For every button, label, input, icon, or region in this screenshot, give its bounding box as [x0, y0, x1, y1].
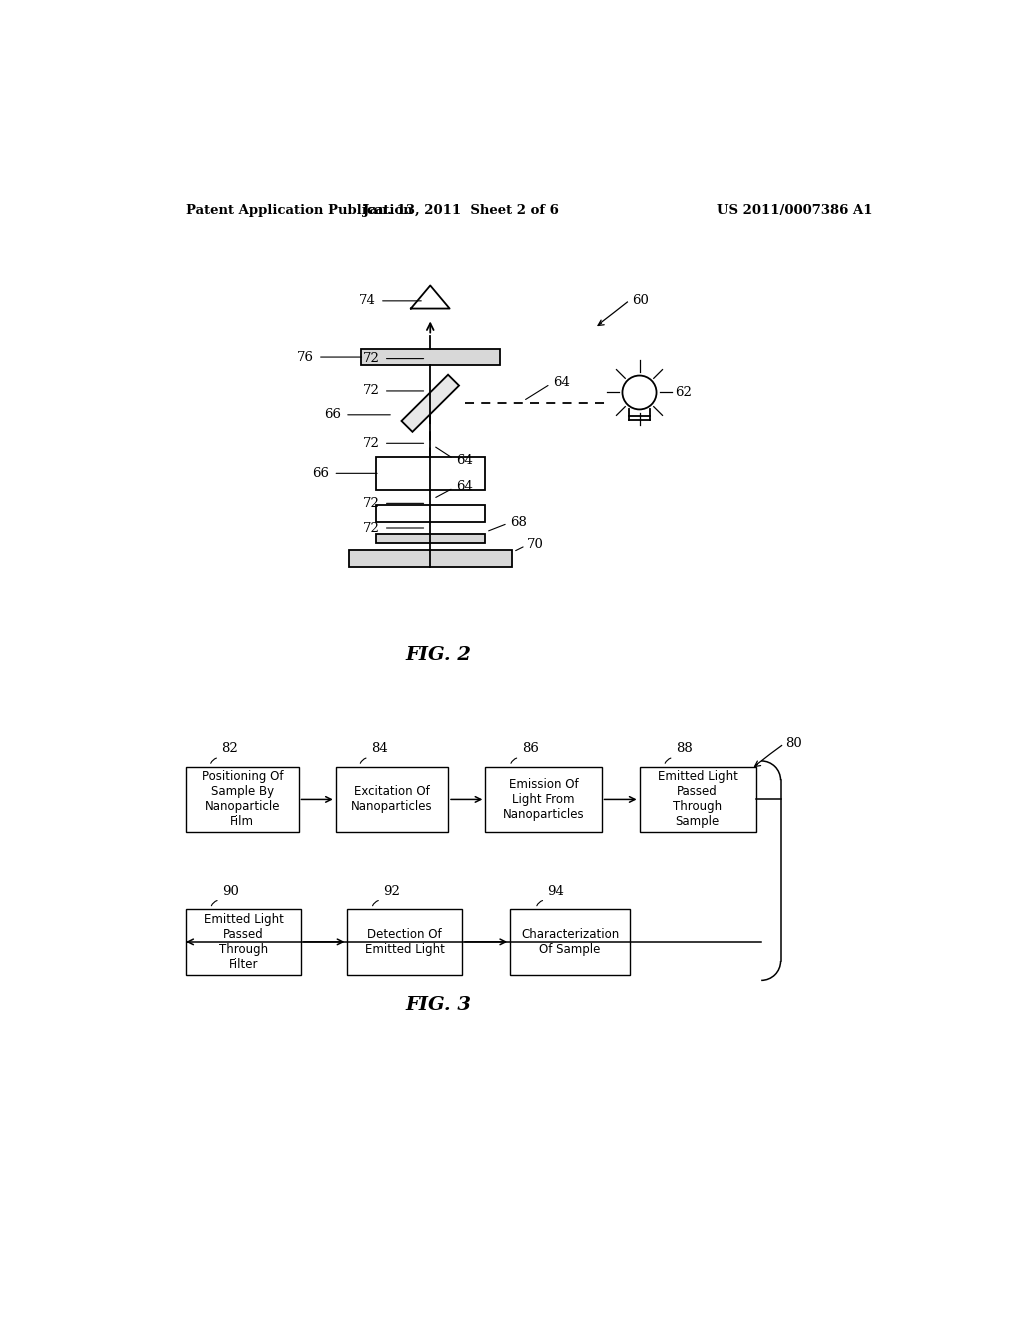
Bar	[336, 767, 449, 832]
Bar	[376, 506, 484, 521]
Text: 72: 72	[362, 352, 380, 366]
Text: Emission Of
Light From
Nanoparticles: Emission Of Light From Nanoparticles	[503, 777, 585, 821]
Circle shape	[623, 375, 656, 409]
Bar	[347, 909, 462, 974]
Text: 94: 94	[548, 884, 564, 898]
Text: 66: 66	[312, 467, 330, 480]
Text: 86: 86	[521, 742, 539, 755]
Text: Detection Of
Emitted Light: Detection Of Emitted Light	[365, 928, 444, 956]
Bar	[186, 909, 301, 974]
Text: Characterization
Of Sample: Characterization Of Sample	[521, 928, 620, 956]
Text: 64: 64	[456, 454, 473, 467]
Text: US 2011/0007386 A1: US 2011/0007386 A1	[717, 205, 872, 218]
Text: Emitted Light
Passed
Through
Filter: Emitted Light Passed Through Filter	[204, 913, 284, 972]
Text: 80: 80	[785, 737, 802, 750]
Text: 90: 90	[222, 884, 239, 898]
Text: 70: 70	[527, 539, 544, 552]
Bar	[186, 767, 299, 832]
Bar	[485, 767, 601, 832]
Text: 72: 72	[362, 496, 380, 510]
Bar	[510, 909, 630, 974]
Text: 74: 74	[359, 294, 376, 308]
Text: 84: 84	[371, 742, 388, 755]
Text: 82: 82	[221, 742, 239, 755]
Bar	[640, 767, 756, 832]
Bar	[349, 549, 512, 566]
Bar	[376, 535, 484, 544]
Text: Emitted Light
Passed
Through
Sample: Emitted Light Passed Through Sample	[657, 771, 737, 829]
Text: 62: 62	[675, 385, 692, 399]
Text: 64: 64	[456, 480, 473, 492]
Text: Excitation Of
Nanoparticles: Excitation Of Nanoparticles	[351, 785, 433, 813]
Text: 68: 68	[510, 516, 527, 529]
Text: 72: 72	[362, 384, 380, 397]
Text: 66: 66	[325, 408, 341, 421]
Text: 72: 72	[362, 437, 380, 450]
Text: 60: 60	[632, 294, 648, 308]
Polygon shape	[401, 375, 459, 432]
Text: 92: 92	[383, 884, 400, 898]
Text: Patent Application Publication: Patent Application Publication	[186, 205, 413, 218]
Text: Positioning Of
Sample By
Nanoparticle
Film: Positioning Of Sample By Nanoparticle Fi…	[202, 771, 283, 829]
Text: 72: 72	[362, 521, 380, 535]
Bar	[376, 457, 484, 490]
Text: FIG. 2: FIG. 2	[406, 645, 471, 664]
Text: FIG. 3: FIG. 3	[406, 997, 471, 1014]
Bar	[360, 350, 500, 364]
Text: Jan. 13, 2011  Sheet 2 of 6: Jan. 13, 2011 Sheet 2 of 6	[364, 205, 559, 218]
Text: 88: 88	[676, 742, 692, 755]
Text: 64: 64	[553, 376, 569, 389]
Text: 76: 76	[297, 351, 314, 363]
